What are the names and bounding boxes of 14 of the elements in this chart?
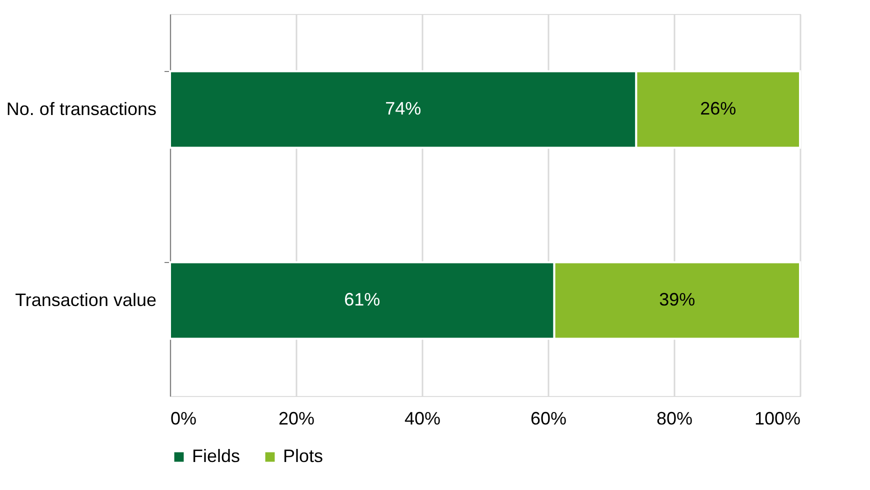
- y-tick-label: Transaction value: [15, 290, 156, 310]
- x-tick-label: 100%: [754, 408, 800, 428]
- data-label: 74%: [385, 98, 422, 118]
- data-label: 26%: [700, 98, 736, 118]
- x-tick-label: 40%: [404, 408, 441, 428]
- x-tick-label: 0%: [170, 408, 197, 428]
- data-label: 39%: [659, 290, 696, 310]
- x-tick-label: 20%: [278, 408, 315, 428]
- y-tick-label: No. of transactions: [6, 99, 156, 119]
- legend-label: Plots: [283, 446, 324, 466]
- legend-label: Fields: [192, 446, 240, 466]
- x-tick-label: 60%: [530, 408, 567, 428]
- x-tick-label: 80%: [656, 408, 693, 428]
- data-label: 61%: [344, 290, 380, 310]
